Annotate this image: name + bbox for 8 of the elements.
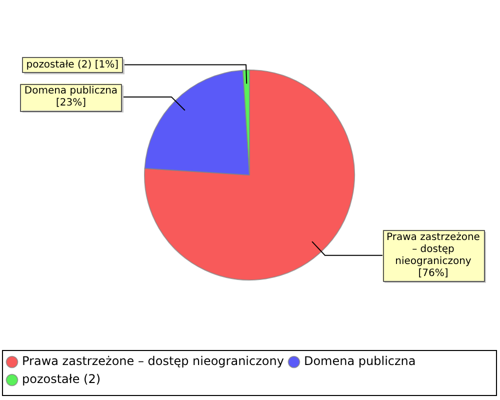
legend-label: Prawa zastrzeżone – dostęp nieograniczony <box>22 354 284 368</box>
slice-label: Prawa zastrzeżone – dostęp nieograniczony <box>386 232 480 267</box>
category-label: pozostałe (2) [1%] <box>26 59 119 70</box>
data-label: [23%] <box>56 98 86 109</box>
legend-label: Domena publiczna <box>304 354 416 368</box>
legend-label: pozostałe (2) <box>22 372 101 386</box>
slice-label: Domena publiczna <box>24 86 118 97</box>
data-label: [76%] <box>418 268 448 279</box>
